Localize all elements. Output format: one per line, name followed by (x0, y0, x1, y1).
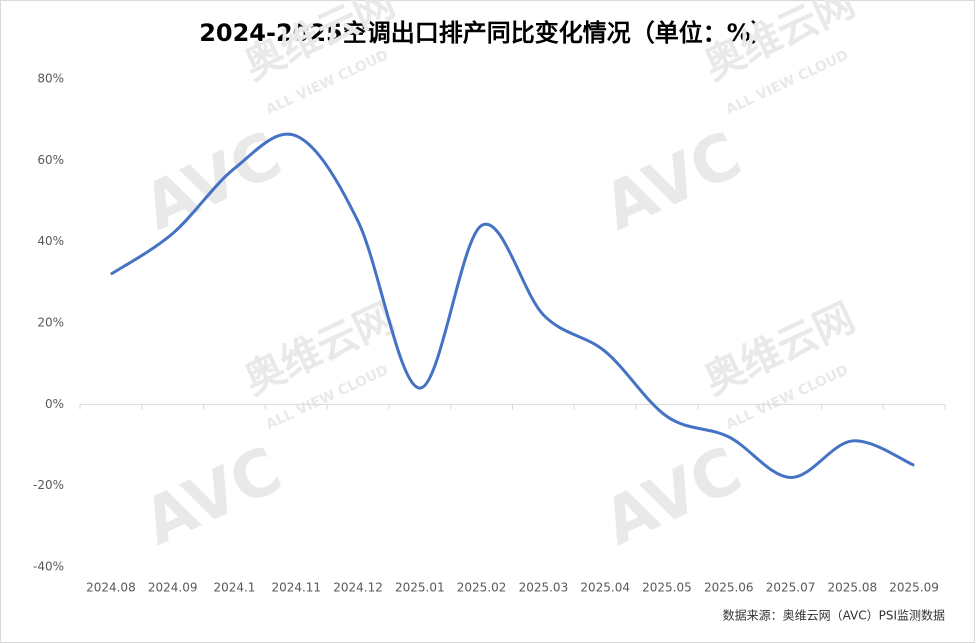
x-tick-label: 2025.08 (828, 581, 878, 595)
x-tick-label: 2024.1 (213, 581, 255, 595)
x-tick-label: 2024.09 (148, 581, 198, 595)
y-tick-label: 80% (37, 72, 64, 86)
y-tick-label: 60% (37, 153, 64, 167)
x-tick-label: 2024.11 (271, 581, 321, 595)
x-tick-label: 2025.05 (642, 581, 692, 595)
x-tick-label: 2025.04 (580, 581, 630, 595)
y-tick-label: 40% (37, 234, 64, 248)
x-tick-label: 2024.08 (86, 581, 136, 595)
source-note: 数据来源：奥维云网（AVC）PSI监测数据 (723, 608, 945, 623)
x-tick-label: 2025.01 (395, 581, 445, 595)
x-tick-label: 2025.07 (766, 581, 816, 595)
chart-title: 2024-2025空调出口排产同比变化情况（单位：%） (199, 19, 775, 47)
x-tick-label: 2025.06 (704, 581, 754, 595)
line (110, 132, 915, 480)
x-tick-label: 2025.09 (889, 581, 939, 595)
y-tick-label: 20% (37, 316, 64, 330)
x-tick-label: 2025.02 (457, 581, 507, 595)
x-tick-label: 2024.12 (333, 581, 383, 595)
y-tick-label: 0% (45, 397, 64, 411)
x-tick-label: 2025.03 (519, 581, 569, 595)
y-tick-label: -20% (33, 478, 64, 492)
y-tick-label: -40% (33, 560, 64, 574)
